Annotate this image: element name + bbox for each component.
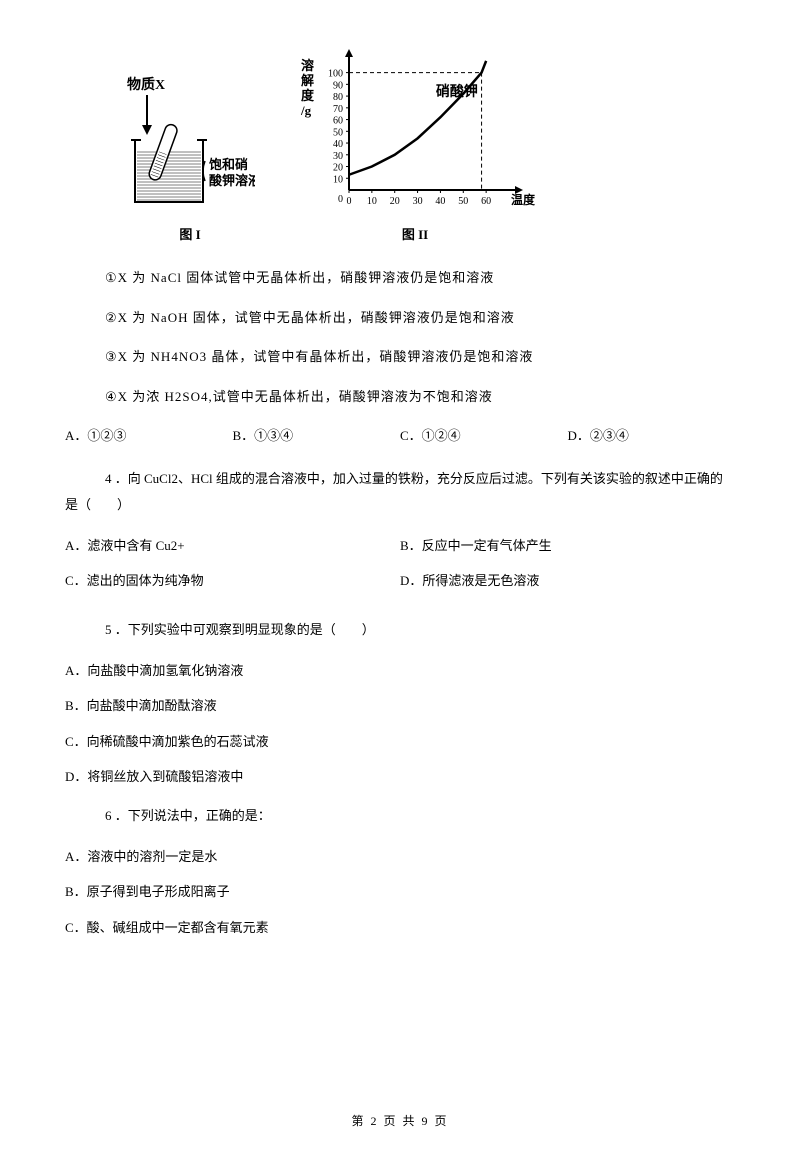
q4-option-a: A．滤液中含有 Cu2+ [65,536,400,556]
q4-option-d: D．所得滤液是无色溶液 [400,571,735,591]
figure-1-svg: 物质X 饱和硝酸钾溶液 [125,65,255,215]
svg-text:50: 50 [333,127,343,138]
svg-text:温度/℃: 温度/℃ [511,192,535,207]
svg-text:30: 30 [333,151,343,162]
q6-option-a: A．溶液中的溶剂一定是水 [65,847,735,867]
q6-option-c: C．酸、碱组成中一定都含有氧元素 [65,918,735,938]
svg-text:40: 40 [435,196,445,207]
svg-text:70: 70 [333,104,343,115]
q5-option-c: C．向稀硫酸中滴加紫色的石蕊试液 [65,732,735,752]
q4-option-c: C．滤出的固体为纯净物 [65,571,400,591]
svg-text:10: 10 [333,174,343,185]
svg-text:100: 100 [328,69,343,80]
svg-text:20: 20 [390,196,400,207]
exam-page: 物质X饱和硝酸钾溶液 图 I 溶解度/g10203040506070809010… [0,0,800,1150]
q3-options: A．①②③ B．①③④ C．①②④ D．②③④ [65,426,735,446]
page-footer: 第 2 页 共 9 页 [0,1112,800,1130]
q4-lead: 4 ．向 CuCl2、HCl 组成的混合溶液中，加入过量的铁粉，充分反应后过滤。… [65,466,735,518]
q6-option-b: B．原子得到电子形成阳离子 [65,882,735,902]
q3-option-d: D．②③④ [568,426,736,446]
svg-text:0: 0 [347,196,352,207]
q5-lead: 5 ．下列实验中可观察到明显现象的是（ ） [65,617,735,643]
q6-options: A．溶液中的溶剂一定是水 B．原子得到电子形成阳离子 C．酸、碱组成中一定都含有… [65,847,735,938]
figure-1-caption: 图 I [125,225,255,245]
svg-text:20: 20 [333,163,343,174]
svg-text:物质X: 物质X [127,76,165,93]
svg-text:硝酸钾: 硝酸钾 [436,83,478,100]
statement-1: ①X 为 NaCl 固体试管中无晶体析出，硝酸钾溶液仍是饱和溶液 [105,268,735,288]
svg-text:80: 80 [333,92,343,103]
q3-option-b: B．①③④ [233,426,401,446]
svg-text:/g: /g [300,103,312,118]
q5-option-b: B．向盐酸中滴加酚酞溶液 [65,696,735,716]
q4-options: A．滤液中含有 Cu2+ B．反应中一定有气体产生 C．滤出的固体为纯净物 D．… [65,536,735,607]
svg-text:0: 0 [338,194,343,205]
svg-text:90: 90 [333,80,343,91]
svg-text:饱和硝: 饱和硝 [208,157,248,172]
figures-row: 物质X饱和硝酸钾溶液 图 I 溶解度/g10203040506070809010… [65,40,735,244]
svg-text:60: 60 [333,116,343,127]
q5-options: A．向盐酸中滴加氢氧化钠溶液 B．向盐酸中滴加酚酞溶液 C．向稀硫酸中滴加紫色的… [65,661,735,787]
statement-3: ③X 为 NH4NO3 晶体，试管中有晶体析出，硝酸钾溶液仍是饱和溶液 [105,347,735,367]
svg-text:度: 度 [301,88,315,103]
q5-option-d: D．将铜丝放入到硫酸铝溶液中 [65,767,735,787]
figure-2-svg: 溶解度/g10203040506070809010001020304050600… [295,40,535,215]
q5-option-a: A．向盐酸中滴加氢氧化钠溶液 [65,661,735,681]
svg-text:10: 10 [367,196,377,207]
figure-2: 溶解度/g10203040506070809010001020304050600… [295,40,535,244]
q4-option-b: B．反应中一定有气体产生 [400,536,735,556]
svg-text:溶: 溶 [301,58,314,73]
figure-2-caption: 图 II [295,225,535,245]
q3-option-a: A．①②③ [65,426,233,446]
svg-text:解: 解 [300,73,314,88]
statement-4: ④X 为浓 H2SO4,试管中无晶体析出，硝酸钾溶液为不饱和溶液 [105,387,735,407]
statement-2: ②X 为 NaOH 固体，试管中无晶体析出，硝酸钾溶液仍是饱和溶液 [105,308,735,328]
svg-text:30: 30 [413,196,423,207]
q6-lead: 6 ．下列说法中，正确的是： [65,803,735,829]
svg-text:酸钾溶液: 酸钾溶液 [209,173,255,188]
svg-text:40: 40 [333,139,343,150]
svg-text:50: 50 [458,196,468,207]
q3-option-c: C．①②④ [400,426,568,446]
svg-text:60: 60 [481,196,491,207]
figure-1: 物质X 饱和硝酸钾溶液 图 I [125,65,255,244]
